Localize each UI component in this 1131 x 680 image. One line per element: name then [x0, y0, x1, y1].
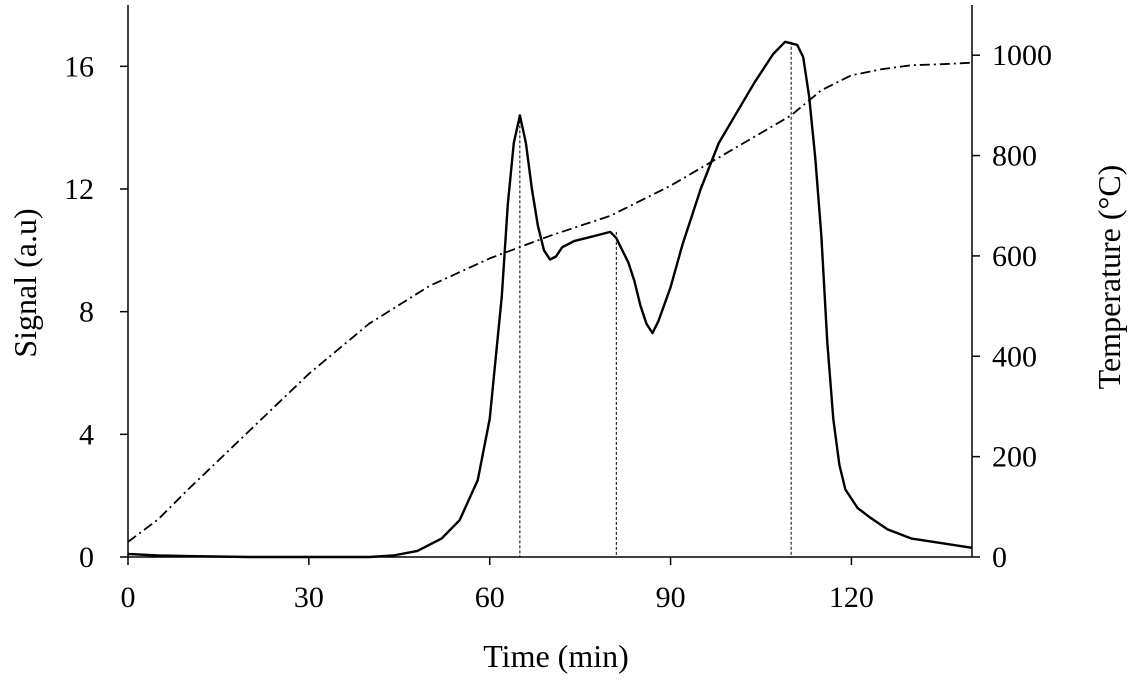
left-y-axis-title: Signal (a.u): [7, 208, 43, 357]
x-tick-label: 90: [656, 581, 686, 614]
left-y-tick-label: 16: [64, 50, 94, 83]
temperature-line: [127, 61, 973, 543]
x-tick-label: 30: [294, 581, 324, 614]
left-y-tick-label: 4: [79, 418, 94, 451]
left-y-tick-label: 8: [79, 296, 94, 329]
signal-line: [127, 40, 973, 559]
right-y-tick-label: 200: [992, 441, 1037, 474]
right-y-tick-label: 0: [992, 541, 1007, 574]
peak-markers: [519, 41, 792, 557]
x-tick-label: 60: [475, 581, 505, 614]
right-y-tick-label: 800: [992, 140, 1037, 173]
x-axis-title: Time (min): [483, 638, 629, 674]
right-y-axis-title: Temperature (°C): [1091, 165, 1127, 390]
left-y-tick-label: 0: [79, 541, 94, 574]
series-lines: [127, 40, 973, 559]
right-y-tick-label: 400: [992, 340, 1037, 373]
right-y-tick-label: 1000: [992, 39, 1052, 72]
x-tick-label: 120: [829, 581, 874, 614]
right-y-tick-label: 600: [992, 240, 1037, 273]
left-y-tick-label: 12: [64, 173, 94, 206]
x-tick-label: 0: [121, 581, 136, 614]
plot-frame: [127, 5, 973, 558]
axis-ticks: 0 30 60 90 120 0 4 8 12 16 0 200 400 600 800 1000: [64, 39, 1052, 614]
